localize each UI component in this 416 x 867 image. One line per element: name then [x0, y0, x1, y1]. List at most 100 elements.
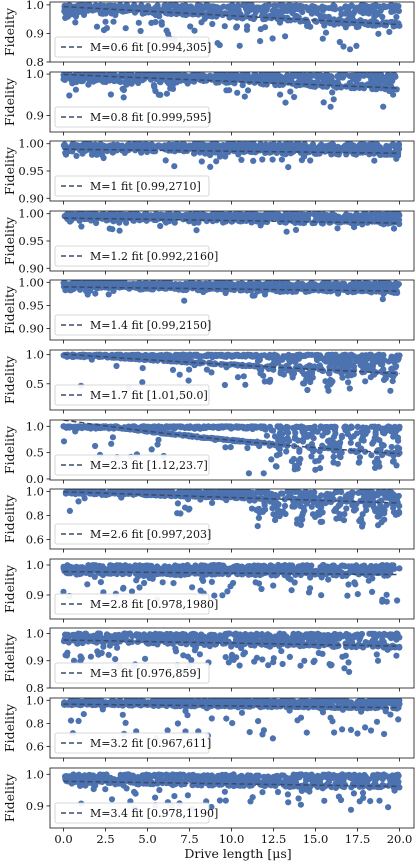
data-point — [368, 452, 375, 459]
data-point — [252, 9, 259, 16]
data-point — [157, 79, 164, 86]
data-point — [81, 7, 89, 14]
data-point — [89, 4, 96, 11]
data-point — [67, 280, 74, 287]
data-point — [256, 4, 263, 11]
data-point — [238, 280, 245, 287]
data-point — [162, 157, 169, 164]
data-point — [276, 451, 283, 458]
data-point — [275, 8, 282, 15]
data-point — [242, 381, 249, 388]
data-point — [244, 7, 251, 14]
data-point — [236, 42, 243, 49]
data-point — [376, 463, 383, 470]
data-point — [275, 435, 282, 442]
data-point — [283, 448, 290, 455]
data-point — [371, 357, 378, 364]
data-point — [319, 35, 326, 42]
data-point — [185, 284, 192, 291]
data-point — [361, 72, 368, 78]
data-point — [304, 386, 311, 394]
data-point — [233, 24, 240, 31]
data-point — [261, 378, 268, 385]
data-point — [123, 81, 130, 88]
data-point — [302, 4, 310, 11]
data-point — [358, 428, 365, 436]
data-point — [320, 99, 327, 106]
data-point — [137, 27, 144, 35]
data-point — [353, 150, 360, 157]
data-point — [390, 91, 397, 98]
data-point — [282, 99, 289, 106]
data-point — [306, 72, 314, 78]
data-point — [172, 282, 179, 289]
fit-line — [63, 5, 400, 26]
data-point — [192, 352, 199, 359]
data-point — [334, 460, 341, 467]
data-point — [322, 29, 330, 36]
data-point — [160, 143, 167, 150]
data-point — [207, 163, 214, 170]
data-point — [107, 91, 114, 98]
data-point — [135, 19, 142, 26]
data-point — [362, 18, 369, 26]
data-point — [284, 436, 291, 443]
data-point — [351, 224, 358, 231]
data-point — [369, 216, 376, 223]
data-point — [334, 225, 341, 232]
data-point — [261, 9, 268, 16]
data-point — [362, 448, 369, 455]
legend-label: M=0.8 fit [0.999,595] — [90, 111, 211, 124]
y-tick-label: 1.00 — [18, 275, 44, 289]
data-point — [103, 25, 110, 32]
data-point — [88, 151, 96, 158]
data-point — [163, 285, 170, 292]
data-point — [150, 82, 158, 89]
data-point — [327, 376, 334, 384]
data-point — [287, 88, 294, 95]
data-point — [139, 379, 146, 386]
data-point — [368, 352, 375, 359]
data-point — [123, 212, 130, 219]
data-point — [198, 19, 205, 26]
data-point — [369, 211, 376, 217]
y-tick-label: 1.0 — [26, 67, 44, 81]
data-point — [346, 385, 353, 392]
data-point — [251, 363, 258, 370]
data-point — [80, 11, 88, 18]
data-point — [314, 78, 322, 85]
data-point — [391, 72, 398, 79]
data-point — [169, 216, 176, 223]
data-point — [158, 19, 165, 26]
data-point — [360, 437, 367, 444]
data-point — [244, 72, 251, 79]
data-point — [157, 222, 164, 230]
data-point — [309, 370, 316, 377]
data-point — [396, 352, 403, 359]
legend-box — [54, 36, 210, 58]
data-point — [319, 213, 326, 221]
legend-box — [54, 245, 210, 267]
legend: M=1.7 fit [1.01,50.0] — [54, 384, 210, 406]
data-point — [61, 8, 68, 15]
fit-line — [63, 148, 400, 154]
data-point — [332, 280, 339, 287]
data-point — [285, 2, 292, 9]
data-point — [261, 143, 268, 150]
data-point — [119, 85, 126, 92]
data-point — [186, 366, 193, 373]
data-point — [150, 423, 157, 430]
data-point — [259, 212, 266, 219]
data-point — [155, 143, 162, 150]
y-tick-label: 0.8 — [26, 55, 44, 69]
legend-box — [54, 384, 210, 406]
data-point — [178, 281, 185, 289]
data-point — [355, 441, 362, 448]
data-point — [350, 18, 357, 25]
data-point — [317, 465, 324, 472]
data-point — [256, 365, 263, 372]
data-point — [275, 356, 282, 363]
data-point — [269, 427, 277, 434]
data-point — [109, 434, 116, 441]
